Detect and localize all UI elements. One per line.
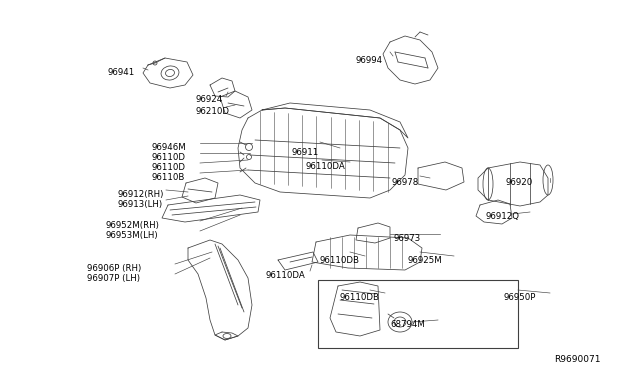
Text: 68794M: 68794M: [390, 320, 425, 329]
Text: 96946M: 96946M: [152, 143, 187, 152]
Text: 96978: 96978: [392, 178, 419, 187]
Text: 96110DB: 96110DB: [339, 293, 379, 302]
Text: 96994: 96994: [355, 56, 382, 65]
Text: 96110DB: 96110DB: [319, 256, 359, 265]
Text: 96941: 96941: [107, 68, 134, 77]
Text: 96912Q: 96912Q: [486, 212, 520, 221]
Text: 96925M: 96925M: [408, 256, 443, 265]
Text: 96907P (LH): 96907P (LH): [87, 274, 140, 283]
Text: 96913(LH): 96913(LH): [118, 200, 163, 209]
Text: 96110D: 96110D: [152, 153, 186, 162]
Text: 96920: 96920: [505, 178, 532, 187]
Text: 96110B: 96110B: [152, 173, 186, 182]
Text: R9690071: R9690071: [554, 355, 600, 364]
Text: 96911: 96911: [292, 148, 319, 157]
Text: 96110D: 96110D: [152, 163, 186, 172]
Text: 96953M(LH): 96953M(LH): [105, 231, 157, 240]
Text: 96210D: 96210D: [196, 107, 230, 116]
Text: 96950P: 96950P: [504, 293, 536, 302]
Text: 96912(RH): 96912(RH): [118, 190, 164, 199]
Text: 96110DA: 96110DA: [265, 271, 305, 280]
Text: 96924: 96924: [196, 95, 223, 104]
Bar: [318, 280, 518, 348]
Text: 96952M(RH): 96952M(RH): [105, 221, 159, 230]
Text: 96906P (RH): 96906P (RH): [87, 264, 141, 273]
Text: 96973: 96973: [393, 234, 420, 243]
Text: 96110DA: 96110DA: [305, 162, 345, 171]
